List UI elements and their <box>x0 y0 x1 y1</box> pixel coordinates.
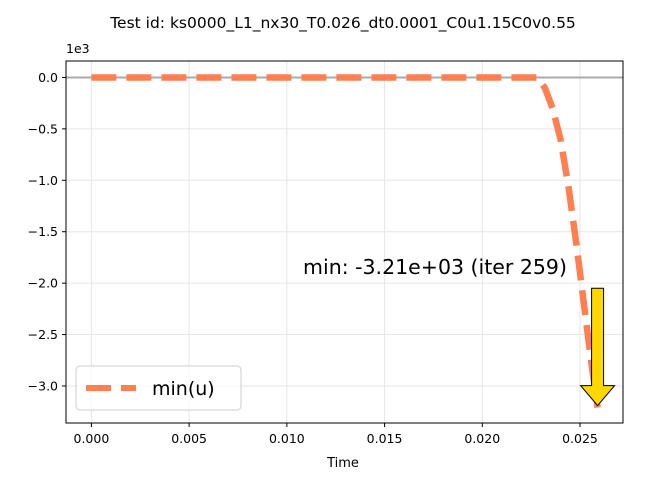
x-axis-label: Time <box>326 456 359 471</box>
annotation-arrow-shape <box>579 287 616 407</box>
x-tick-label: 0.010 <box>269 431 305 446</box>
series-group <box>91 74 601 409</box>
y-tick-label: −0.5 <box>28 121 58 136</box>
legend: min(u) <box>75 365 242 411</box>
y-tick-label: 0.0 <box>38 70 58 85</box>
y-tick-label: −1.0 <box>28 173 58 188</box>
grid <box>66 61 623 423</box>
y-axis: 0.0 −0.5 −1.0 −1.5 −2.0 −2.5 −3.0 <box>28 70 66 393</box>
x-tick-label: 0.025 <box>562 431 598 446</box>
legend-box <box>75 365 242 411</box>
y-tick-label: −3.0 <box>28 378 58 393</box>
y-tick-label: −2.0 <box>28 276 58 291</box>
y-tick-label: −2.5 <box>28 327 58 342</box>
annotation-arrow <box>579 287 616 407</box>
plot-frame <box>65 60 624 424</box>
x-tick-label: 0.005 <box>171 431 207 446</box>
y-tick-label: −1.5 <box>28 224 58 239</box>
series-line <box>91 74 601 409</box>
x-tick-label: 0.020 <box>464 431 500 446</box>
chart-title: Test id: ks0000_L1_nx30_T0.026_dt0.0001_… <box>109 14 576 33</box>
x-tick-label: 0.000 <box>74 431 110 446</box>
x-axis: 0.000 0.005 0.010 0.015 0.020 0.025 <box>74 423 598 446</box>
x-tick-label: 0.015 <box>367 431 403 446</box>
legend-label: min(u) <box>152 378 215 400</box>
y-offset-label: 1e3 <box>66 41 90 56</box>
annotation-text: min: -3.21e+03 (iter 259) <box>303 255 567 279</box>
